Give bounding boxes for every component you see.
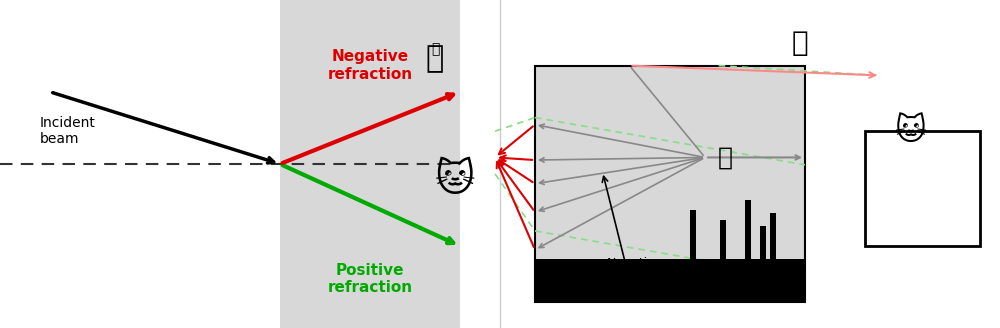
Text: 🐟: 🐟 [718,145,732,170]
Text: 🐟: 🐟 [431,42,439,56]
Bar [690,210,696,259]
Text: 🐱: 🐱 [435,161,475,199]
Text: 💭: 💭 [426,45,444,73]
Text: Negative
refraction
medium: Negative refraction medium [605,257,665,300]
Bar [745,200,751,259]
Bar [535,66,805,302]
Text: Negative
refraction: Negative refraction [327,50,413,82]
Text: 🐱: 🐱 [894,116,926,146]
Text: 💭: 💭 [792,29,808,57]
Bar [720,220,726,259]
Text: Incident
beam: Incident beam [40,116,96,146]
Bar [535,259,805,302]
Bar [760,226,766,259]
Bar [280,0,460,328]
Bar [865,131,980,246]
Bar [770,213,776,259]
Text: Positive
refraction: Positive refraction [327,263,413,295]
